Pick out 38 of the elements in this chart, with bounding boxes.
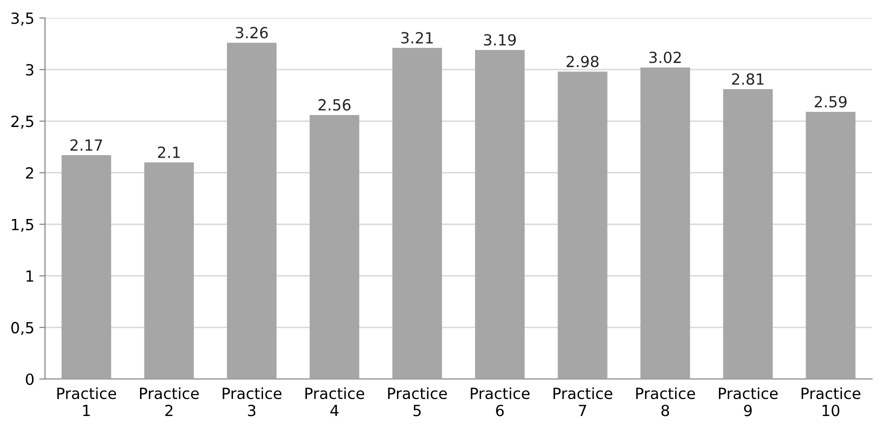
bar — [392, 48, 442, 379]
y-tick-label: 2,5 — [11, 116, 34, 129]
bar — [144, 162, 194, 379]
data-label: 3.21 — [401, 32, 433, 44]
y-tick-label: 0,5 — [11, 322, 34, 336]
x-tick-label: Practice 7 — [554, 387, 612, 416]
data-label: 2.81 — [732, 73, 764, 85]
y-tick-label: 1,5 — [12, 218, 34, 232]
x-tick-label: Practice 2 — [140, 387, 199, 416]
data-label: 3.19 — [484, 34, 516, 46]
x-tick-label: Practice 4 — [305, 387, 364, 416]
data-label: 2.17 — [70, 139, 102, 151]
y-tick-label: 3 — [26, 64, 34, 76]
x-tick-label: Practice 10 — [802, 387, 860, 416]
y-tick-label: 3,5 — [11, 12, 34, 26]
bar — [62, 155, 112, 379]
x-tick-label: Practice 6 — [470, 387, 530, 416]
bar — [640, 68, 690, 379]
data-label: 2.56 — [318, 99, 350, 111]
bar — [723, 89, 773, 379]
bar — [226, 42, 277, 379]
x-tick-label: Practice 3 — [222, 387, 282, 416]
y-tick-label: 2 — [26, 167, 34, 179]
bar — [558, 72, 608, 379]
data-label: 3.02 — [649, 52, 681, 64]
bar — [806, 112, 856, 379]
data-label: 2.98 — [566, 56, 599, 68]
x-tick-label: Practice 1 — [57, 387, 116, 416]
bar — [475, 50, 525, 379]
y-tick-label: 0 — [26, 373, 34, 386]
x-tick-label: Practice 5 — [388, 387, 447, 416]
data-label: 3.26 — [236, 26, 268, 38]
data-label: 2.59 — [814, 96, 847, 108]
bar — [310, 114, 360, 379]
x-tick-label: Practice 9 — [718, 387, 778, 416]
x-tick-label: Practice 8 — [636, 387, 695, 416]
data-label: 2.1 — [158, 146, 180, 158]
y-tick-label: 1 — [26, 270, 34, 282]
